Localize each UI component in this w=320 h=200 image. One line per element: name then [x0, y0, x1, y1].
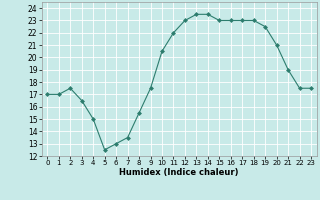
X-axis label: Humidex (Indice chaleur): Humidex (Indice chaleur): [119, 168, 239, 177]
